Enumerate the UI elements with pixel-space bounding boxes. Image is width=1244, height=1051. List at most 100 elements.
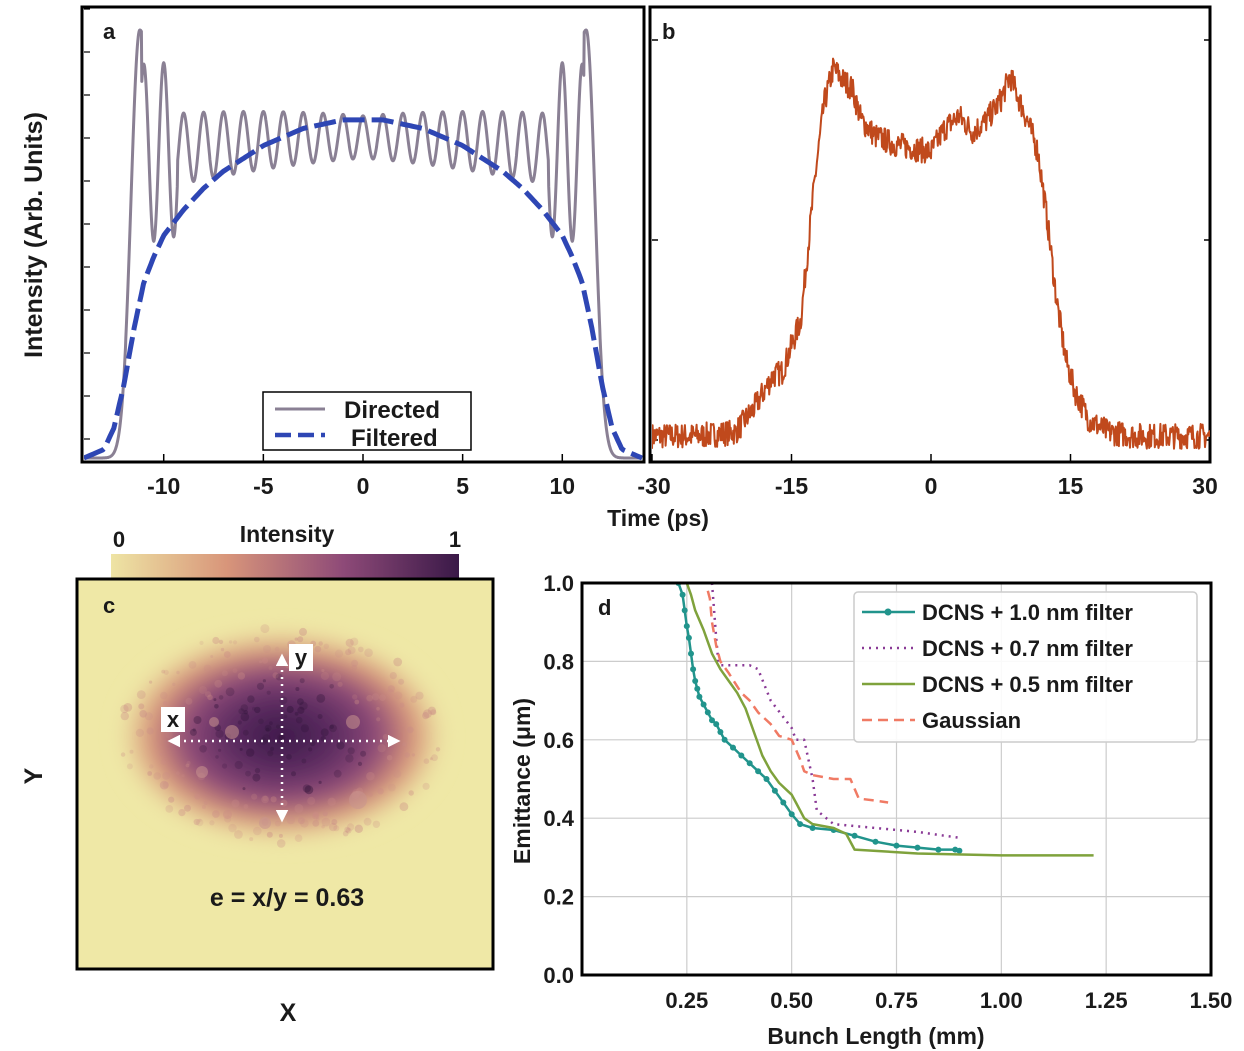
speckle (135, 728, 144, 738)
speckle (267, 750, 274, 757)
speckle (238, 708, 245, 715)
series-marker (788, 811, 795, 818)
speckle (399, 802, 409, 812)
speckle (299, 678, 305, 684)
speckle (327, 797, 336, 806)
panel-a-xtick-label: 10 (549, 473, 575, 499)
panel-d-frame (580, 581, 1213, 977)
speckle (192, 728, 196, 732)
speckle (294, 803, 304, 813)
panel-a-plot-area (84, 28, 644, 461)
speckle (159, 752, 163, 756)
speckle (252, 773, 261, 782)
speckle (320, 671, 329, 681)
series-dcns-1-0-nm-filter (677, 583, 960, 852)
speckle (357, 761, 363, 767)
panel-b-xtick-label: -30 (637, 473, 670, 499)
speckle (422, 712, 430, 720)
panel-c-ylabel: Y (20, 767, 48, 784)
legend-label-directed: Directed (344, 397, 440, 424)
speckle (345, 649, 352, 656)
speckle (328, 822, 338, 832)
speckle (214, 679, 223, 688)
speckle (315, 817, 320, 821)
speckle (261, 795, 269, 804)
speckle (210, 655, 214, 658)
speckle (294, 637, 298, 641)
panel-d-plot-area (675, 583, 1094, 857)
speckle (352, 694, 358, 700)
series-marker (809, 825, 816, 831)
speckle (120, 752, 126, 757)
panel-d-xtick-label: 0.50 (770, 988, 813, 1013)
speckle (266, 831, 273, 838)
speckle (254, 767, 261, 774)
speckle (240, 704, 248, 712)
speckle (295, 687, 300, 691)
speckle (347, 747, 355, 755)
speckle (163, 701, 168, 706)
speckle (165, 731, 173, 739)
panel-b-xtick-label: 30 (1192, 473, 1218, 499)
speckle (312, 820, 320, 827)
speckle (377, 788, 384, 795)
speckle (254, 706, 261, 714)
series-marker (709, 717, 715, 724)
speckle (404, 752, 410, 758)
series-gaussian (706, 590, 889, 804)
panel-a-xtick-label: -5 (253, 473, 274, 499)
speckle (345, 638, 354, 648)
series-marker (700, 701, 707, 708)
x-arrow-label-bg (161, 707, 185, 732)
speckle (234, 760, 243, 770)
speckle (321, 817, 331, 827)
speckle (393, 769, 402, 779)
panel-d-ylabel: Emittance (μm) (509, 698, 535, 864)
panel-a: a Intensity (Arb. Units) -10 -5 0 5 10 Direc… (20, 5, 646, 499)
speckle (224, 815, 232, 823)
speckle (344, 826, 351, 833)
bright-spot (225, 725, 239, 739)
series-marker (681, 607, 688, 614)
speckle (333, 769, 342, 778)
series-marker (738, 752, 745, 759)
panel-d-ytick-label: 0.4 (543, 806, 574, 831)
speckle (334, 649, 344, 658)
speckle (175, 771, 180, 775)
speckle (423, 709, 432, 718)
series-marker (717, 729, 724, 735)
speckle (415, 691, 424, 700)
colorbar-min-label: 0 (113, 527, 125, 552)
speckle (245, 770, 251, 777)
speckle (218, 695, 224, 700)
speckle (298, 817, 305, 825)
speckle (320, 728, 329, 737)
speckle (264, 724, 272, 732)
speckle (372, 820, 381, 828)
speckle (228, 640, 233, 644)
panel-a-ylabel: Intensity (Arb. Units) (20, 112, 48, 358)
speckle (168, 796, 175, 803)
speckle (312, 811, 319, 818)
legend-marker (884, 608, 892, 616)
speckle (329, 724, 334, 729)
speckle (294, 711, 299, 716)
speckle (389, 672, 397, 680)
series-marker (797, 821, 804, 828)
speckle (295, 716, 303, 724)
panel-a-label: a (103, 19, 116, 44)
panel-a-xtick-label: -10 (147, 473, 180, 499)
speckle (304, 785, 314, 795)
speckle (410, 695, 418, 703)
speckle (366, 694, 373, 702)
speckle (394, 691, 403, 700)
speckle (242, 787, 246, 791)
panel-b-plot-area (652, 57, 1210, 450)
speckle (176, 670, 180, 675)
speckle (430, 709, 437, 716)
speckle (294, 834, 303, 842)
panel-d-ytick-label: 0.8 (543, 649, 574, 674)
speckle (360, 750, 367, 757)
y-arrow-label: y (295, 645, 308, 670)
speckle (126, 763, 133, 770)
